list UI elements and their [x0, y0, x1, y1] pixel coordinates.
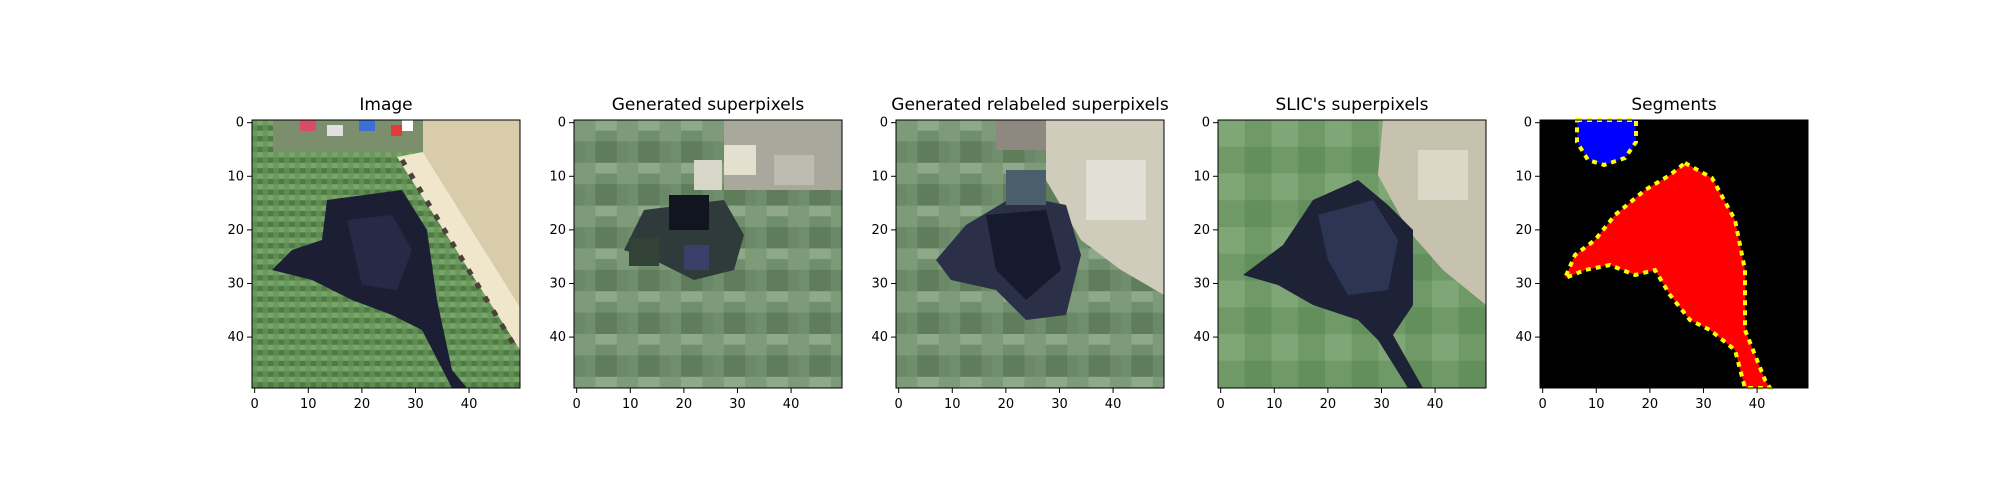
- y-tick-label: 40: [1515, 330, 1532, 345]
- panel-image-content: [252, 120, 520, 388]
- y-tick-label: 30: [871, 276, 888, 291]
- x-tick-label: 40: [783, 397, 800, 412]
- x-tick-label: 40: [1749, 397, 1766, 412]
- x-tick-label: 40: [1105, 397, 1122, 412]
- x-tick-label: 10: [1588, 397, 1605, 412]
- panel-title: Generated superpixels: [612, 95, 805, 115]
- ticks-layer: 0 10 20 30 40 0 10 20 30 40 0 10 20 30 40 0 10 20 30 40 0 10 2…: [227, 116, 1765, 412]
- x-tick-label: 20: [998, 397, 1015, 412]
- y-tick-label: 40: [549, 330, 566, 345]
- y-tick-label: 10: [871, 169, 888, 184]
- x-tick-label: 30: [1695, 397, 1712, 412]
- y-tick-label: 0: [1202, 116, 1210, 131]
- x-tick-label: 0: [573, 397, 581, 412]
- x-tick-label: 20: [354, 397, 371, 412]
- panel-slic-superpixels-content: [1218, 120, 1486, 388]
- panel-frame: [251, 119, 521, 389]
- x-tick-label: 10: [944, 397, 961, 412]
- y-tick-label: 20: [1515, 223, 1532, 238]
- x-tick-label: 10: [300, 397, 317, 412]
- x-tick-label: 30: [729, 397, 746, 412]
- panel-frame: [895, 119, 1165, 389]
- panel-frame: [1217, 119, 1487, 389]
- panel-generated-superpixels-content: [574, 120, 842, 388]
- x-tick-label: 30: [1373, 397, 1390, 412]
- x-tick-label: 0: [895, 397, 903, 412]
- x-tick-label: 20: [676, 397, 693, 412]
- x-tick-label: 10: [1266, 397, 1283, 412]
- y-tick-label: 10: [227, 169, 244, 184]
- y-tick-label: 20: [227, 223, 244, 238]
- x-tick-label: 30: [407, 397, 424, 412]
- y-tick-label: 30: [549, 276, 566, 291]
- x-tick-label: 30: [1051, 397, 1068, 412]
- y-tick-label: 0: [880, 116, 888, 131]
- x-tick-label: 0: [1539, 397, 1547, 412]
- panel-image: Image: [251, 95, 521, 389]
- x-tick-label: 20: [1642, 397, 1659, 412]
- y-tick-label: 20: [871, 223, 888, 238]
- segment-blue-region: [1575, 118, 1638, 168]
- panel-segments: Segments: [1539, 95, 1809, 390]
- panel-generated-superpixels: Generated superpixels: [573, 95, 843, 389]
- y-tick-label: 10: [1193, 169, 1210, 184]
- panel-generated-relabeled-superpixels: Generated relabeled superpixels: [891, 95, 1169, 389]
- y-tick-label: 30: [1515, 276, 1532, 291]
- x-tick-label: 10: [622, 397, 639, 412]
- panel-frame: [1539, 119, 1809, 389]
- segment-red-region: [1561, 160, 1774, 390]
- x-tick-label: 0: [251, 397, 259, 412]
- panel-title: Segments: [1631, 95, 1717, 115]
- x-tick-label: 40: [461, 397, 478, 412]
- panel-title: Image: [359, 95, 412, 115]
- y-tick-label: 40: [1193, 330, 1210, 345]
- y-tick-label: 20: [1193, 223, 1210, 238]
- y-tick-label: 30: [227, 276, 244, 291]
- y-tick-label: 40: [227, 330, 244, 345]
- x-tick-label: 20: [1320, 397, 1337, 412]
- y-tick-label: 0: [558, 116, 566, 131]
- y-tick-label: 10: [549, 169, 566, 184]
- panel-segments-content: [1540, 118, 1808, 390]
- y-tick-label: 0: [1524, 116, 1532, 131]
- y-tick-label: 20: [549, 223, 566, 238]
- x-tick-label: 0: [1217, 397, 1225, 412]
- y-tick-label: 10: [1515, 169, 1532, 184]
- y-tick-label: 40: [871, 330, 888, 345]
- panel-title: SLIC's superpixels: [1275, 95, 1428, 115]
- panel-slic-superpixels: SLIC's superpixels: [1217, 95, 1487, 389]
- panel-frame: [573, 119, 843, 389]
- panel-generated-relabeled-superpixels-content: [896, 120, 1164, 388]
- y-tick-label: 30: [1193, 276, 1210, 291]
- y-tick-label: 0: [236, 116, 244, 131]
- x-tick-label: 40: [1427, 397, 1444, 412]
- panel-title: Generated relabeled superpixels: [891, 95, 1169, 115]
